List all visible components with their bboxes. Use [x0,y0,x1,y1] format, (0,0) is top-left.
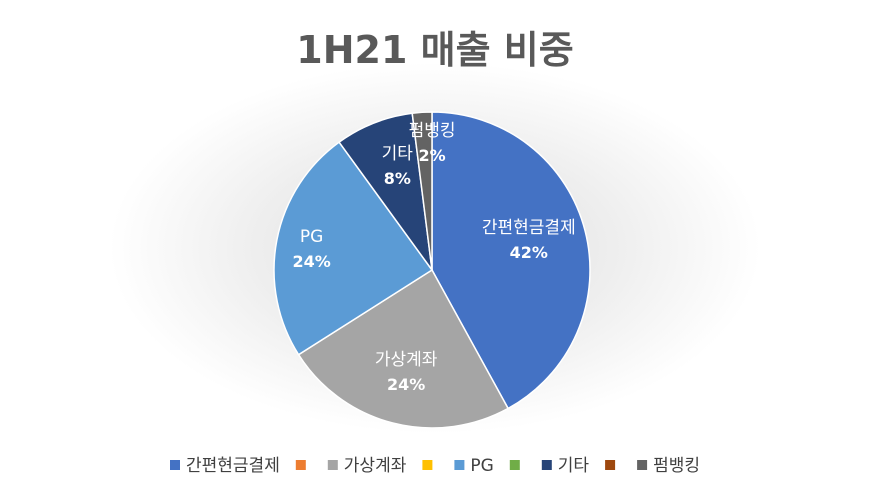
legend-swatch-8 [605,460,616,470]
pie-slices [273,111,591,429]
legend-swatch-7 [541,460,552,470]
legend-swatch-5 [454,460,465,470]
legend-label-9: 펌뱅킹 [653,456,700,476]
slice-label-3: 가상계좌 [375,350,438,370]
legend-swatch-2 [295,460,306,470]
slice-label-9: 펌뱅킹 [409,121,456,141]
pie-labels: 간편현금결제 42% 가상계좌 24% PG 24% 기타 8% 펌뱅킹 2% [292,121,575,394]
pie-slice-9 [411,111,433,271]
slice-label-5: PG [300,227,323,247]
legend-swatch-6 [509,460,520,470]
pie-slice-3 [297,268,510,429]
pie-slice-1 [431,111,591,410]
legend-swatch-1 [170,460,180,470]
legend-label-5: PG [470,456,493,476]
legend-label-7: 기타 [558,456,590,476]
slice-percent-3: 24% [387,375,425,394]
slice-label-7: 기타 [382,144,414,164]
legend-swatch-4 [422,460,433,470]
pie-slice-5 [273,141,434,356]
legend-swatch-3 [327,460,338,470]
slice-percent-9: 2% [419,146,446,165]
slice-label-1: 간편현금결제 [482,218,576,238]
slice-percent-7: 8% [384,169,411,188]
legend-label-1: 간편현금결제 [186,456,280,476]
legend-swatch-9 [637,460,648,470]
chart-title: 1H21 매출 비중 [296,28,573,72]
slice-percent-5: 24% [292,252,330,271]
slice-percent-1: 42% [510,243,548,262]
legend-label-3: 가상계좌 [344,456,407,476]
legend: 간편현금결제 가상계좌 PG 기타 펌뱅킹 [170,456,700,476]
